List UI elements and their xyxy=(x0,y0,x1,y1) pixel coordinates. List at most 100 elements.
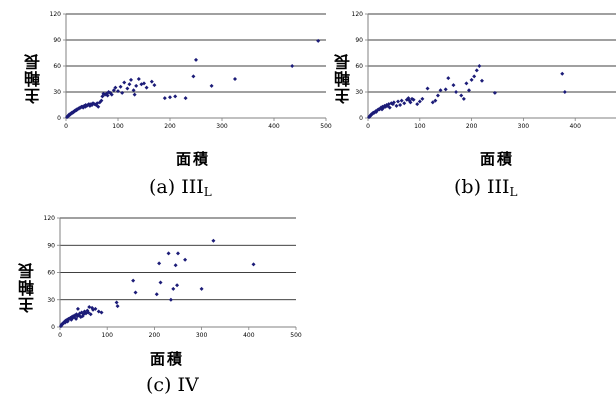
data-point xyxy=(115,304,120,309)
y-tick-label: 90 xyxy=(355,37,363,44)
x-tick-label: 300 xyxy=(196,332,208,339)
data-point xyxy=(131,88,136,93)
data-point xyxy=(142,81,146,86)
x-tick-label: 100 xyxy=(101,332,113,339)
chart-panel-c: 0 30 60 90 120 0 100 200 300 400 500 主軸長 面積 (c) IV xyxy=(0,209,302,409)
data-point xyxy=(136,77,141,81)
data-point xyxy=(149,79,154,84)
data-point xyxy=(446,76,451,81)
data-point xyxy=(168,297,173,302)
x-tick-label: 200 xyxy=(466,123,478,130)
data-point xyxy=(191,74,196,79)
data-point xyxy=(154,292,159,297)
data-point xyxy=(438,88,443,93)
data-point xyxy=(381,105,386,110)
data-point xyxy=(125,86,130,91)
data-point xyxy=(562,90,567,94)
data-point xyxy=(472,74,477,79)
data-point xyxy=(118,84,123,89)
data-point xyxy=(133,290,138,295)
data-point xyxy=(75,306,80,311)
y-tick-label: 0 xyxy=(359,115,363,122)
x-tick-label: 0 xyxy=(58,332,62,339)
y-axis-label: 主軸長 xyxy=(24,53,43,104)
data-point xyxy=(74,316,79,321)
data-point xyxy=(65,319,70,324)
data-point xyxy=(417,99,422,104)
caption-text: (c) IV xyxy=(146,374,199,396)
y-axis-label: 主軸長 xyxy=(334,53,353,104)
data-point xyxy=(86,310,91,315)
x-tick-label: 200 xyxy=(164,123,176,130)
x-tick-label: 100 xyxy=(112,123,124,130)
data-point xyxy=(560,71,565,76)
data-point xyxy=(99,98,104,103)
y-tick-label: 30 xyxy=(355,89,363,96)
data-point xyxy=(81,312,86,317)
y-tick-label: 120 xyxy=(50,11,62,18)
data-point xyxy=(173,263,178,268)
data-point xyxy=(175,283,180,288)
data-point xyxy=(129,77,133,82)
data-point xyxy=(408,100,413,105)
x-tick-label: 0 xyxy=(366,123,370,130)
data-point xyxy=(394,103,399,108)
y-tick-label: 120 xyxy=(352,11,364,18)
data-point xyxy=(387,105,392,110)
data-point xyxy=(233,77,237,81)
x-tick-label: 100 xyxy=(414,123,426,130)
y-tick-label: 30 xyxy=(53,89,61,96)
data-point xyxy=(144,85,149,90)
y-tick-label: 30 xyxy=(47,297,55,304)
data-point xyxy=(402,101,407,106)
data-point xyxy=(420,96,425,101)
caption-text: (a) III xyxy=(149,176,204,198)
scatter-plot-c: 0 30 60 90 120 0 100 200 300 400 500 xyxy=(44,215,302,339)
data-point xyxy=(211,238,216,243)
data-point xyxy=(435,93,440,98)
x-tick-label: 400 xyxy=(243,332,255,339)
data-point xyxy=(415,102,420,107)
x-tick-label: 300 xyxy=(216,123,228,130)
data-point xyxy=(316,38,321,43)
caption-text: (b) III xyxy=(454,176,510,198)
data-point xyxy=(105,93,110,98)
data-point xyxy=(96,309,101,314)
chart-panel-b: 0 30 60 90 120 0 100 200 300 400 500 主軸長 面積 (b) II… xyxy=(316,0,616,200)
x-axis-label: 面積 xyxy=(480,150,515,168)
y-tick-label: 120 xyxy=(44,215,56,222)
data-point xyxy=(183,257,188,262)
caption-subscript: L xyxy=(509,185,518,199)
data-point xyxy=(162,96,167,101)
data-point xyxy=(116,89,120,94)
y-tick-label: 60 xyxy=(355,63,363,70)
data-point xyxy=(433,98,438,103)
data-point xyxy=(411,97,416,102)
data-point xyxy=(93,306,98,311)
y-tick-label: 90 xyxy=(53,37,61,44)
data-point xyxy=(209,83,214,88)
y-tick-label: 0 xyxy=(51,324,55,331)
x-tick-label: 200 xyxy=(149,332,161,339)
data-point xyxy=(461,96,466,101)
data-point xyxy=(166,251,171,256)
x-axis-label: 面積 xyxy=(150,350,185,368)
data-point xyxy=(290,64,295,68)
x-tick-label: 500 xyxy=(290,332,302,339)
data-point xyxy=(168,95,172,100)
data-point xyxy=(157,261,162,266)
data-point xyxy=(390,102,395,107)
data-point xyxy=(132,92,137,97)
data-point xyxy=(396,99,401,104)
data-point xyxy=(70,315,75,320)
data-point xyxy=(122,80,127,85)
chart-caption-b: (b) IIIL xyxy=(454,176,518,199)
data-point xyxy=(477,64,482,68)
data-point xyxy=(404,97,409,102)
chart-panel-a: 0 30 60 90 120 0 100 200 300 400 500 主軸長 面積 (a) II… xyxy=(0,0,332,200)
y-tick-label: 60 xyxy=(53,63,61,70)
data-point xyxy=(454,90,459,94)
data-point xyxy=(459,93,464,98)
